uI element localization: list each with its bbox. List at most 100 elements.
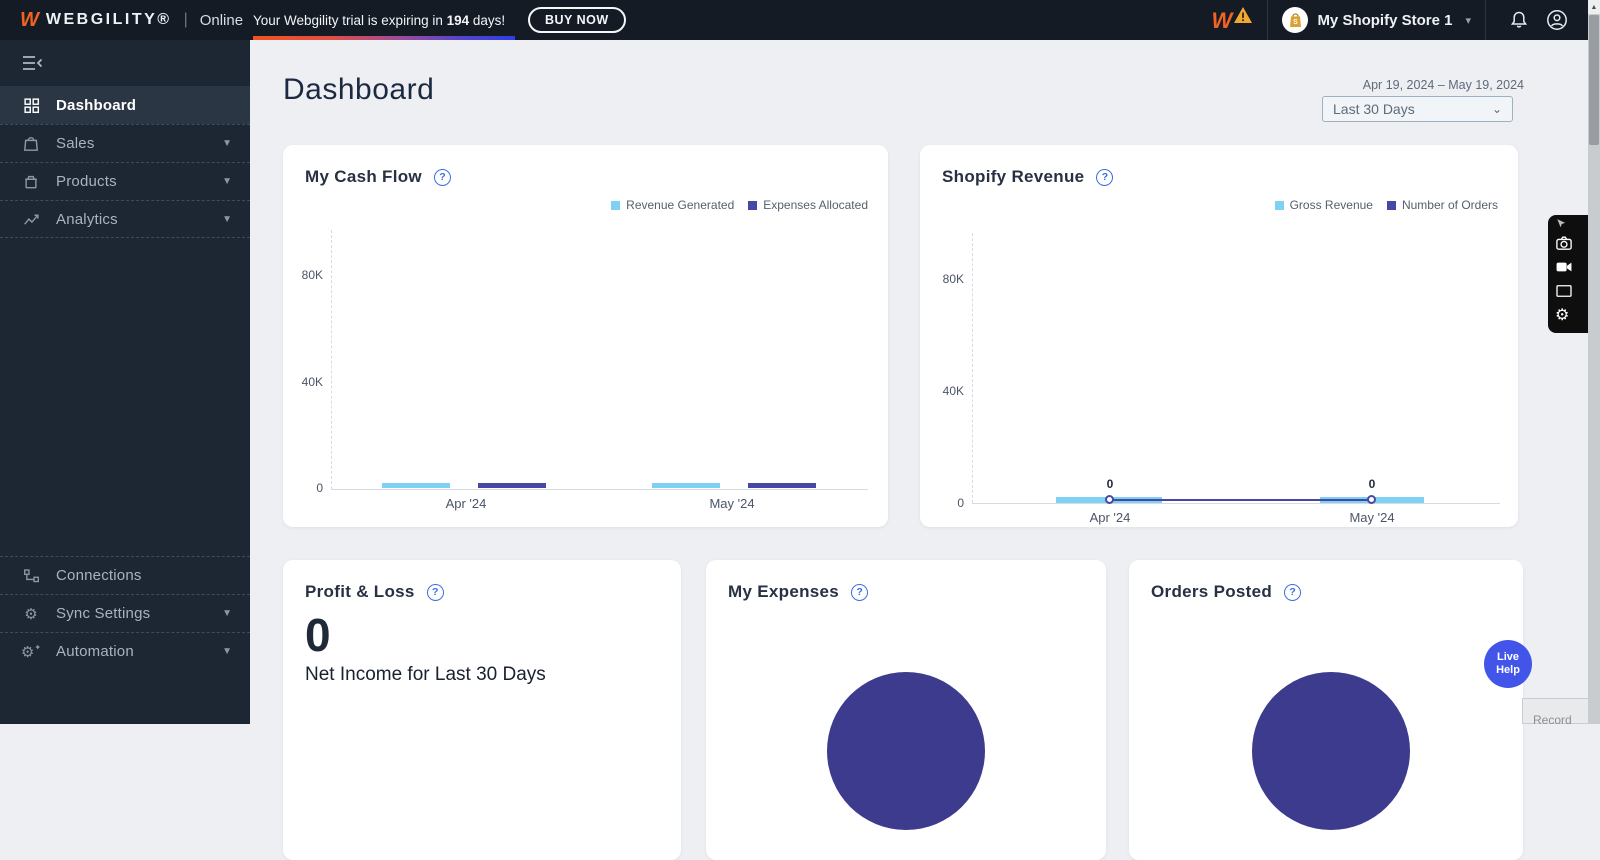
dashboard-grid-icon: [21, 97, 41, 114]
shopify-revenue-card: Shopify Revenue ? Gross Revenue Number o…: [920, 145, 1518, 527]
record-label: Record: [1533, 713, 1572, 727]
orders-posted-card: Orders Posted ?: [1129, 560, 1523, 860]
x-label: Apr '24: [445, 496, 487, 511]
live-help-line2: Help: [1496, 664, 1520, 676]
legend-swatch-expenses: [748, 200, 758, 210]
topbar-divider: [1267, 0, 1269, 40]
profit-loss-card: Profit & Loss ? 0 Net Income for Last 30…: [283, 560, 681, 860]
product-box-icon: [21, 173, 41, 190]
point-label: 0: [1368, 477, 1376, 491]
video-camera-icon[interactable]: [1555, 255, 1573, 279]
live-help-line1: Live: [1496, 651, 1519, 664]
y-tick: 40K: [942, 384, 964, 398]
my-expenses-title: My Expenses: [728, 582, 840, 601]
y-tick: 0: [957, 496, 964, 510]
notifications-bell-icon[interactable]: [1500, 10, 1538, 30]
orders-point-apr[interactable]: [1105, 495, 1114, 504]
help-icon[interactable]: ?: [1284, 583, 1302, 601]
shopping-bag-icon: [21, 135, 41, 152]
sidebar-item-label: Analytics: [56, 210, 118, 228]
bar-expenses-apr[interactable]: [478, 482, 546, 488]
x-axis: [972, 503, 1500, 504]
x-label: May '24: [1349, 510, 1395, 525]
scroll-up-icon[interactable]: ▲: [1588, 0, 1600, 14]
sidebar-item-connections[interactable]: Connections: [0, 556, 250, 594]
date-range-label: Apr 19, 2024 – May 19, 2024: [1362, 78, 1524, 92]
store-selector[interactable]: S My Shopify Store 1 ▾: [1282, 7, 1471, 33]
scrollbar-thumb[interactable]: [1589, 15, 1599, 145]
help-icon[interactable]: ?: [426, 583, 444, 601]
sidebar-item-products[interactable]: Products ▼: [0, 162, 250, 200]
camera-icon[interactable]: [1555, 231, 1573, 255]
y-tick: 40K: [301, 375, 323, 389]
sidebar-nav: Dashboard Sales ▼ Products ▼ Analytics ▼: [0, 40, 250, 724]
legend-label: Expenses Allocated: [763, 198, 868, 212]
legend-swatch-gross-revenue: [1274, 200, 1284, 210]
settings-gear-icon[interactable]: ⚙: [1555, 307, 1570, 324]
sidebar-footer-space: [0, 670, 250, 724]
live-help-button[interactable]: Live Help: [1484, 640, 1532, 688]
trial-days: 194: [446, 12, 470, 28]
webgility-warning-badge[interactable]: W: [1211, 6, 1253, 34]
help-icon[interactable]: ?: [1096, 168, 1114, 186]
orders-line: [1110, 499, 1372, 501]
chevron-down-icon: ▼: [222, 138, 232, 149]
sidebar-collapse-button[interactable]: [0, 40, 250, 86]
chevron-down-icon: ▼: [222, 176, 232, 187]
legend-swatch-orders: [1386, 200, 1396, 210]
svg-text:S: S: [1293, 19, 1298, 26]
y-tick: 0: [316, 481, 323, 495]
product-name: Online: [199, 11, 244, 29]
legend-label: Gross Revenue: [1289, 198, 1373, 212]
trial-message-suffix: days!: [469, 12, 506, 28]
date-range-select-value: Last 30 Days: [1333, 101, 1415, 117]
cash-flow-card: My Cash Flow ? Revenue Generated Expense…: [283, 145, 888, 527]
bar-revenue-apr[interactable]: [382, 482, 450, 488]
profit-loss-title: Profit & Loss: [305, 582, 415, 601]
my-expenses-card: My Expenses ?: [706, 560, 1106, 860]
brand: W WEBGILITY® | Online: [20, 0, 243, 40]
screenshot-icon[interactable]: [1555, 279, 1573, 303]
bar-revenue-may[interactable]: [652, 482, 720, 488]
chevron-down-icon: ▼: [222, 646, 232, 657]
shopify-revenue-legend: Gross Revenue Number of Orders: [1274, 198, 1498, 212]
webgility-mini-logo-icon: W: [1211, 8, 1233, 33]
orders-posted-title: Orders Posted: [1151, 582, 1273, 601]
main-content: Dashboard Apr 19, 2024 – May 19, 2024 La…: [250, 40, 1588, 860]
orders-pie-chart[interactable]: [1252, 672, 1410, 830]
orders-point-may[interactable]: [1367, 495, 1376, 504]
top-bar: W WEBGILITY® | Online Your Webgility tri…: [0, 0, 1588, 40]
brand-name: WEBGILITY®: [45, 11, 172, 28]
sidebar-item-dashboard[interactable]: Dashboard: [0, 86, 250, 124]
sidebar-spacer: [0, 238, 250, 556]
legend-label: Revenue Generated: [626, 198, 735, 212]
date-range-select[interactable]: Last 30 Days ⌄: [1322, 96, 1513, 122]
bar-expenses-may[interactable]: [748, 482, 816, 488]
store-name: My Shopify Store 1: [1317, 11, 1453, 29]
cash-flow-legend: Revenue Generated Expenses Allocated: [611, 198, 868, 212]
warning-icon: [1234, 7, 1253, 23]
sidebar-item-sales[interactable]: Sales ▼: [0, 124, 250, 162]
trial-progress-gradient: [253, 36, 515, 40]
page-scrollbar[interactable]: ▲: [1588, 0, 1600, 724]
buy-now-button[interactable]: BUY NOW: [528, 7, 626, 33]
chevron-down-icon: ▼: [222, 608, 232, 619]
sidebar-item-analytics[interactable]: Analytics ▼: [0, 200, 250, 238]
sidebar-item-automation[interactable]: ⚙ ✦ Automation ▼: [0, 632, 250, 670]
cash-flow-title: My Cash Flow: [305, 167, 422, 186]
expenses-pie-chart[interactable]: [827, 672, 985, 830]
help-icon[interactable]: ?: [433, 168, 451, 186]
help-icon[interactable]: ?: [851, 583, 869, 601]
topbar-divider: [1485, 0, 1486, 40]
pointer-icon[interactable]: [1555, 217, 1567, 231]
account-icon[interactable]: [1538, 9, 1576, 31]
shopify-bag-icon: S: [1282, 7, 1309, 33]
y-axis: [331, 230, 332, 489]
legend-label: Number of Orders: [1401, 198, 1498, 212]
brand-separator: |: [183, 11, 188, 28]
x-axis: [331, 489, 868, 490]
point-label: 0: [1106, 477, 1114, 491]
sidebar-item-sync-settings[interactable]: ⚙ Sync Settings ▼: [0, 594, 250, 632]
x-label: Apr '24: [1089, 510, 1131, 525]
shopify-revenue-title: Shopify Revenue: [942, 167, 1085, 186]
